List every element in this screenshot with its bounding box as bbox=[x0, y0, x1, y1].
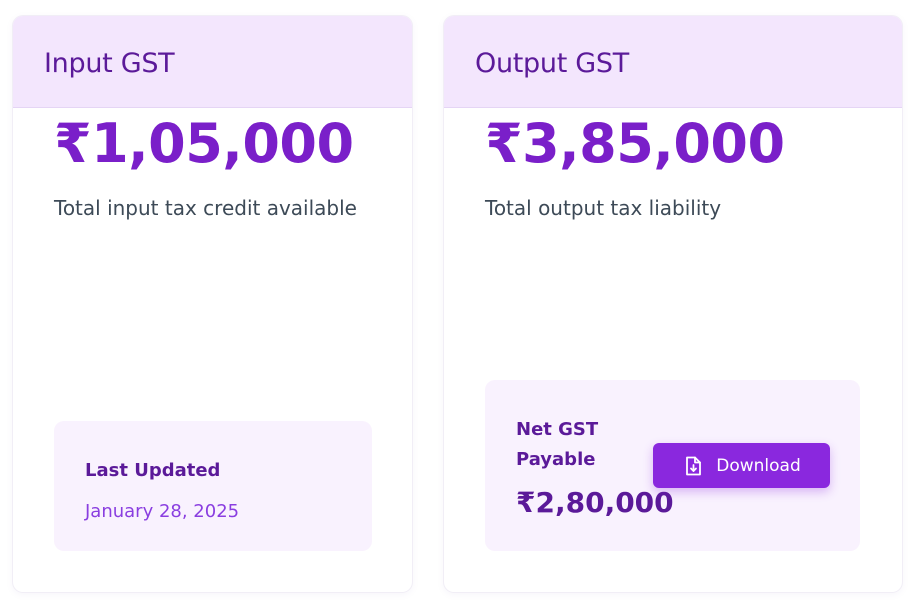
output-gst-card: Output GST ₹3,85,000 Total output tax li… bbox=[444, 16, 902, 592]
output-gst-header: Output GST bbox=[444, 16, 902, 108]
download-button[interactable]: Download bbox=[653, 443, 830, 488]
net-gst-label: Net GST Payable bbox=[516, 419, 599, 470]
output-gst-description: Total output tax liability bbox=[485, 196, 722, 220]
last-updated-label: Last Updated bbox=[85, 460, 221, 481]
input-gst-card: Input GST ₹1,05,000 Total input tax cred… bbox=[13, 16, 412, 592]
last-updated-panel: Last Updated January 28, 2025 bbox=[54, 421, 372, 551]
input-gst-title: Input GST bbox=[44, 48, 175, 79]
net-gst-panel: Net GST Payable ₹2,80,000 Download bbox=[485, 380, 860, 551]
output-gst-amount: ₹3,85,000 bbox=[485, 112, 785, 175]
input-gst-description: Total input tax credit available bbox=[54, 196, 357, 220]
input-gst-header: Input GST bbox=[13, 16, 412, 108]
download-button-label: Download bbox=[716, 455, 801, 476]
input-gst-amount: ₹1,05,000 bbox=[54, 112, 354, 175]
last-updated-date: January 28, 2025 bbox=[85, 501, 240, 522]
output-gst-title: Output GST bbox=[475, 48, 629, 79]
net-gst-amount: ₹2,80,000 bbox=[516, 486, 674, 519]
file-download-icon bbox=[682, 455, 704, 477]
